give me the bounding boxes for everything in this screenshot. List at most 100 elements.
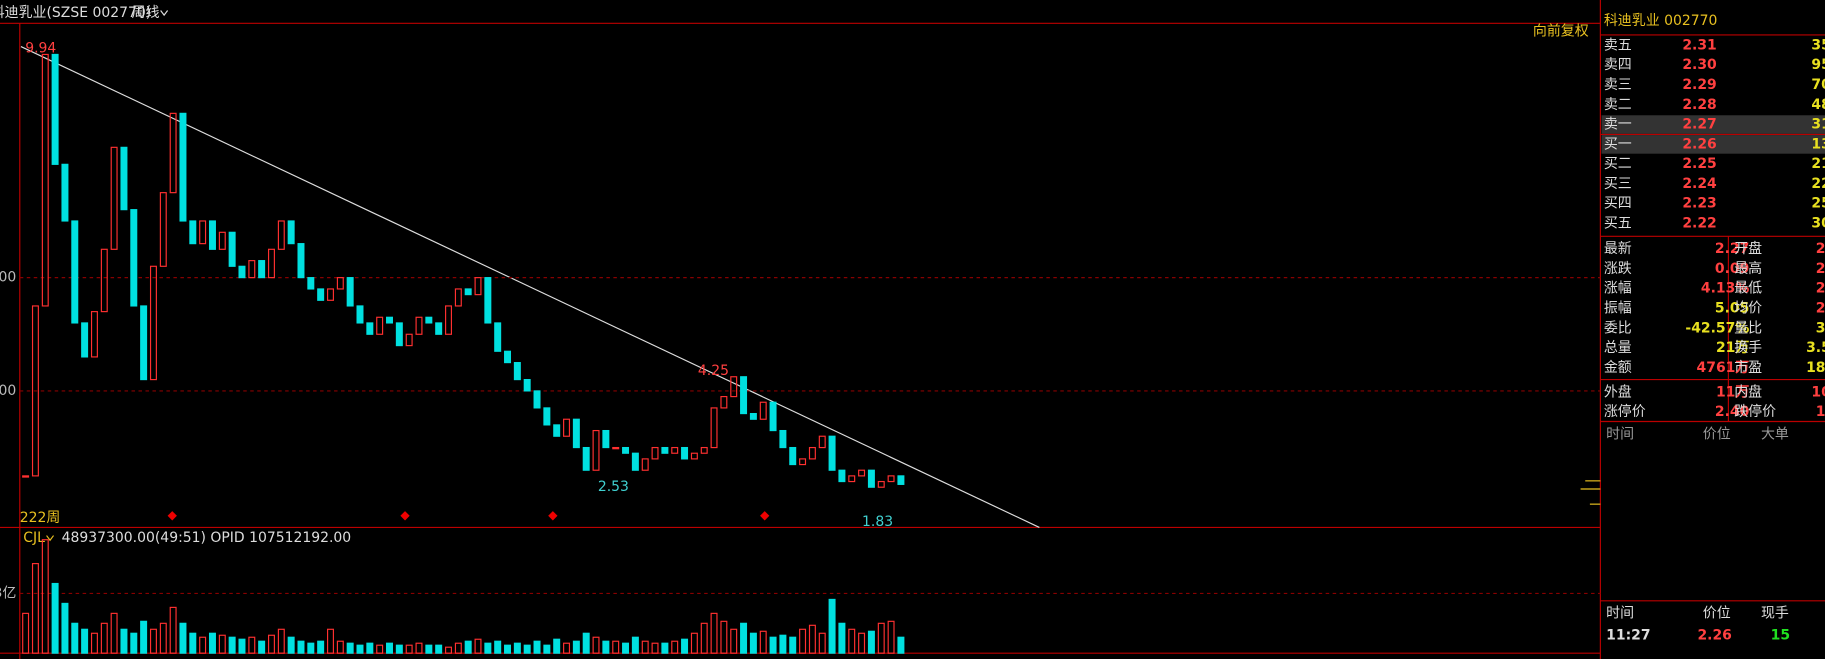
book-price: 2.23 <box>1682 196 1716 212</box>
tick-time: 11:27 <box>1606 628 1650 644</box>
volume-bar <box>769 636 777 654</box>
candle <box>267 248 275 279</box>
flow-label: 涨停价 <box>1604 403 1646 420</box>
column-header: 价位 <box>1703 426 1731 442</box>
book-label: 买五 <box>1604 216 1632 232</box>
candle <box>169 112 177 194</box>
candle <box>799 458 807 466</box>
volume-bar <box>100 622 108 654</box>
volume-bar <box>661 642 669 654</box>
volume-bar <box>366 642 374 654</box>
candle <box>681 446 689 460</box>
candle <box>90 311 98 358</box>
candle <box>454 288 462 307</box>
candle <box>730 376 738 398</box>
stat-label: 总量 <box>1604 340 1632 356</box>
volume-bar <box>523 644 531 654</box>
volume-bar <box>61 602 69 654</box>
volume-bar <box>120 628 128 654</box>
adjust-label[interactable]: 向前复权 <box>1533 22 1589 39</box>
stat-value: 5.05 <box>1715 301 1749 317</box>
volume-bar <box>189 632 197 654</box>
row-highlight <box>1601 135 1825 154</box>
candle <box>759 401 767 420</box>
volume-bar <box>238 638 246 654</box>
book-volume: 35 <box>1811 37 1825 53</box>
stat-value: 0.09 <box>1715 261 1749 277</box>
volume-bar <box>81 628 89 654</box>
book-price: 2.28 <box>1682 97 1716 113</box>
signal-markers <box>167 511 770 521</box>
volume-bar <box>858 632 866 654</box>
stat-value: 4761万 <box>1697 360 1750 376</box>
candle <box>700 446 708 454</box>
flow-label: 外盘 <box>1604 383 1632 400</box>
candle <box>445 305 453 335</box>
volume-bar <box>897 636 905 654</box>
period-selector[interactable]: 周线 <box>132 5 160 21</box>
candle <box>31 305 39 477</box>
book-price: 2.27 <box>1682 117 1716 133</box>
stat-label: 涨跌 <box>1604 261 1632 277</box>
volume-bar <box>267 634 275 654</box>
signal-marker <box>400 511 410 521</box>
volume-bar <box>71 622 79 654</box>
y-tick-label: 4.00 <box>0 383 16 399</box>
candle <box>513 362 521 381</box>
y-tick-label: 3亿 <box>0 585 16 601</box>
book-volume: 48 <box>1811 97 1825 113</box>
stat-label: 最新 <box>1604 241 1632 257</box>
stat-value: 2. <box>1816 301 1825 317</box>
book-price: 2.26 <box>1682 136 1716 152</box>
volume-bar <box>277 628 285 654</box>
stat-value: 2. <box>1816 241 1825 257</box>
volume-bar <box>494 640 502 654</box>
candle <box>504 350 512 364</box>
book-volume: 22 <box>1811 176 1825 192</box>
flow-label: 内盘 <box>1734 383 1762 400</box>
flow-value: 1. <box>1816 404 1825 420</box>
candle <box>307 277 315 290</box>
stat-label: 委比 <box>1604 320 1632 336</box>
candle <box>661 446 669 454</box>
candle <box>641 458 649 471</box>
stat-label: 均价 <box>1734 301 1762 317</box>
candle <box>179 112 187 222</box>
volume-bar <box>504 644 512 654</box>
volume-bar <box>415 642 423 654</box>
volume-bar <box>297 640 305 654</box>
stat-value: 3.5 <box>1806 340 1825 356</box>
flow-label: 跌停价 <box>1734 403 1776 420</box>
stat-value: 3. <box>1816 320 1825 336</box>
candle <box>592 429 600 471</box>
candle <box>740 376 748 415</box>
volume-bar <box>690 632 698 654</box>
volume-bar <box>149 628 157 654</box>
book-label: 买四 <box>1604 196 1632 212</box>
volume-bar <box>218 634 226 654</box>
candle <box>622 446 630 454</box>
volume-bar <box>140 620 148 654</box>
book-label: 买一 <box>1604 136 1632 152</box>
volume-bar <box>130 632 138 654</box>
candle <box>867 469 875 488</box>
candle <box>582 446 590 471</box>
indicator-name[interactable]: CJL <box>23 530 45 546</box>
volume-bar <box>258 640 266 654</box>
volume-bar <box>572 640 580 654</box>
flow-value: 11万 <box>1716 384 1749 400</box>
column-header: 时间 <box>1606 606 1634 622</box>
volume-bar <box>317 640 325 654</box>
stat-value: -42.57% <box>1685 320 1749 336</box>
volume-bar <box>710 612 718 654</box>
volume-bar <box>386 642 393 654</box>
stat-label: 最高 <box>1734 260 1762 277</box>
column-header: 价位 <box>1703 606 1731 622</box>
candle <box>110 146 118 250</box>
volume-bar <box>474 638 482 654</box>
volume-bar <box>582 632 590 654</box>
book-price: 2.29 <box>1682 77 1716 93</box>
volume-bar <box>553 638 561 654</box>
stat-value: 21万 <box>1716 340 1749 356</box>
candle <box>425 316 433 324</box>
